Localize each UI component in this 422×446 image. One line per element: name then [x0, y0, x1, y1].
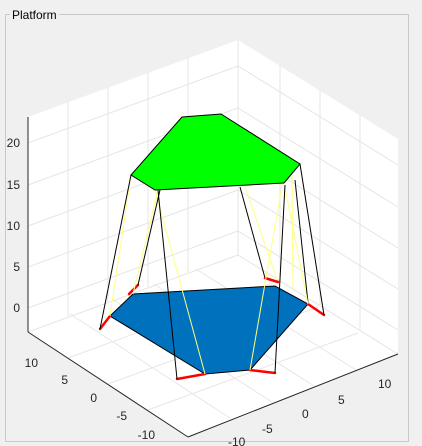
z-tick-label: 10 — [7, 219, 21, 233]
y-tick-label: -5 — [116, 409, 127, 423]
axis-lines — [27, 117, 399, 438]
axes-background — [28, 40, 398, 437]
x-tick-label: 10 — [378, 377, 392, 391]
z-axis-ticks: 20 15 10 5 0 — [7, 136, 21, 315]
x-tick-label: 0 — [302, 407, 309, 421]
base-links — [98, 276, 326, 381]
y-tick-label: 5 — [61, 373, 68, 387]
x-axis-ticks: 10 5 0 -5 -10 — [228, 377, 392, 446]
struts — [109, 174, 309, 375]
z-tick-label: 5 — [13, 260, 20, 274]
x-tick-label: -10 — [228, 435, 246, 446]
y-tick-label: 10 — [25, 356, 39, 370]
x-tick-label: -5 — [262, 422, 273, 436]
legs — [99, 163, 325, 380]
back-legs — [239, 175, 309, 304]
x-tick-label: 5 — [338, 393, 345, 407]
top-platform — [130, 113, 301, 191]
z-tick-label: 0 — [13, 301, 20, 315]
panel-title: Platform — [10, 8, 59, 22]
y-tick-label: 0 — [90, 391, 97, 405]
z-tick-label: 15 — [7, 178, 21, 192]
y-tick-label: -10 — [138, 428, 156, 442]
y-axis-ticks: 10 5 0 -5 -10 — [25, 356, 156, 442]
z-tick-label: 20 — [7, 136, 21, 150]
